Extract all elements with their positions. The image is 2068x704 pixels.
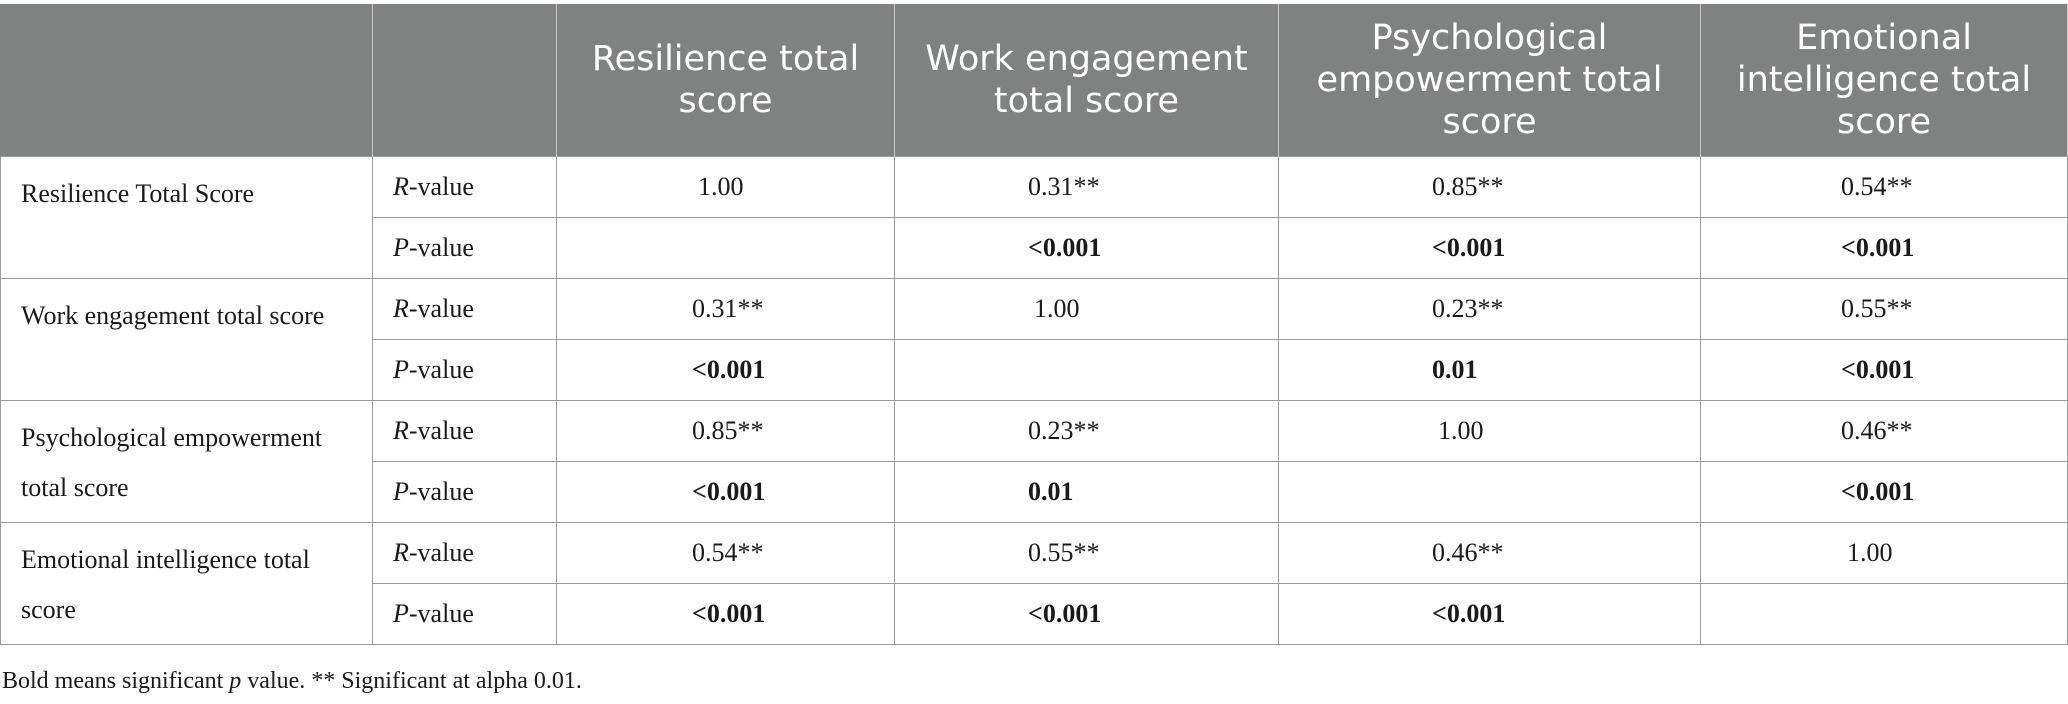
header-psychological-empowerment: Psychological empowerment total score [1278, 4, 1701, 156]
row-label: Psychological empowerment total score [0, 399, 373, 523]
table-body: Resilience Total Score R-value 1.00 0.31… [0, 155, 2068, 645]
cell-value: <0.001 [556, 460, 895, 523]
table-row: P-value <0.001 0.01 <0.001 [1, 338, 2068, 401]
table-row: Work engagement total score R-value 0.31… [0, 277, 2068, 401]
cell-value [556, 216, 895, 279]
table-footnote: Bold means significant p value. ** Signi… [2, 668, 582, 694]
header-blank-2 [372, 4, 557, 156]
cell-value: 0.31** [556, 277, 895, 340]
correlation-table-container: Resilience total score Work engagement t… [0, 4, 2068, 645]
cell-value: 0.54** [556, 521, 895, 584]
cell-value [894, 338, 1279, 401]
header-work-engagement: Work engagement total score [894, 4, 1279, 156]
cell-value: 0.01 [1278, 338, 1701, 401]
table-header: Resilience total score Work engagement t… [0, 4, 2068, 156]
header-emotional-intelligence: Emotional intelligence total score [1700, 4, 2068, 156]
cell-value: <0.001 [1700, 338, 2068, 401]
header-blank-1 [0, 4, 373, 156]
cell-value [1278, 460, 1701, 523]
r-value-label: R-value [372, 155, 557, 218]
cell-value: 0.55** [894, 521, 1279, 584]
row-label: Work engagement total score [0, 277, 373, 401]
cell-value: 0.85** [1278, 155, 1701, 218]
cell-value: 0.31** [894, 155, 1279, 218]
table-row: P-value <0.001 <0.001 <0.001 [1, 582, 2068, 645]
cell-value: <0.001 [894, 216, 1279, 279]
p-value-label: P-value [372, 338, 557, 401]
p-value-label: P-value [372, 460, 557, 523]
cell-value: <0.001 [556, 582, 895, 645]
cell-value: 1.00 [556, 155, 895, 218]
table-row: Psychological empowerment total score R-… [0, 399, 2068, 523]
r-value-label: R-value [372, 277, 557, 340]
cell-value [1700, 582, 2068, 645]
table-row: Resilience Total Score R-value 1.00 0.31… [0, 155, 2068, 279]
r-value-label: R-value [372, 399, 557, 462]
p-value-label: P-value [372, 582, 557, 645]
cell-value: <0.001 [894, 582, 1279, 645]
table-row: P-value <0.001 0.01 <0.001 [1, 460, 2068, 523]
table-row: Emotional intelligence total score R-val… [0, 521, 2068, 645]
header-resilience: Resilience total score [556, 4, 895, 156]
cell-value: 0.46** [1700, 399, 2068, 462]
p-value-label: P-value [372, 216, 557, 279]
cell-value: 0.54** [1700, 155, 2068, 218]
cell-value: 0.85** [556, 399, 895, 462]
cell-value: 0.55** [1700, 277, 2068, 340]
cell-value: 1.00 [894, 277, 1279, 340]
header-row: Resilience total score Work engagement t… [0, 4, 2068, 156]
cell-value: 0.01 [894, 460, 1279, 523]
cell-value: 1.00 [1700, 521, 2068, 584]
cell-value: <0.001 [556, 338, 895, 401]
cell-value: 0.46** [1278, 521, 1701, 584]
row-label: Resilience Total Score [0, 155, 373, 279]
table-row: P-value <0.001 <0.001 <0.001 [1, 216, 2068, 279]
r-value-label: R-value [372, 521, 557, 584]
correlation-table: Resilience total score Work engagement t… [0, 4, 2068, 645]
cell-value: <0.001 [1278, 216, 1701, 279]
cell-value: <0.001 [1700, 460, 2068, 523]
cell-value: <0.001 [1278, 582, 1701, 645]
cell-value: 0.23** [1278, 277, 1701, 340]
cell-value: 0.23** [894, 399, 1279, 462]
row-label: Emotional intelligence total score [0, 521, 373, 645]
cell-value: <0.001 [1700, 216, 2068, 279]
cell-value: 1.00 [1278, 399, 1701, 462]
